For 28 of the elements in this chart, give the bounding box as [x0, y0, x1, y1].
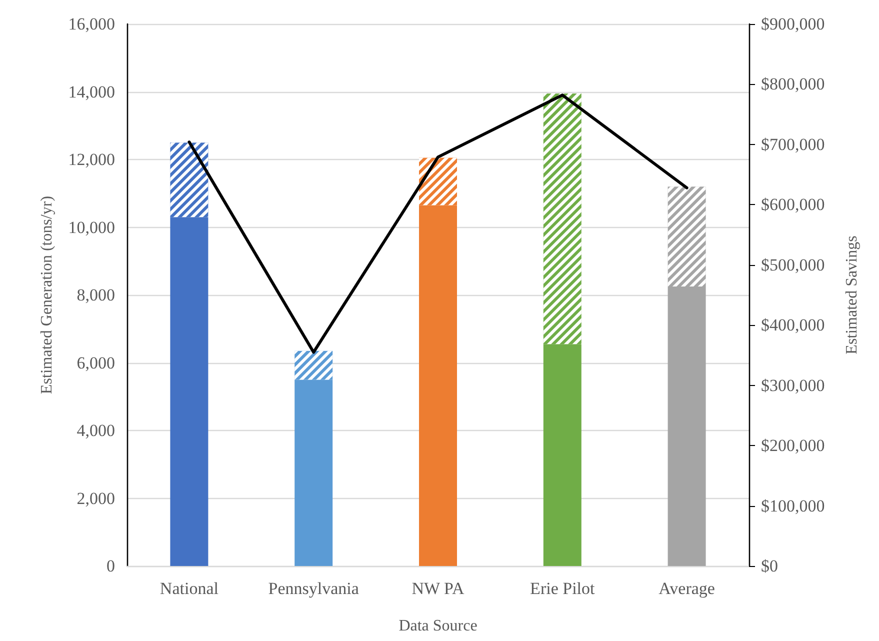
x-tick-label: Erie Pilot: [530, 579, 596, 598]
y2-tick-label: $900,000: [761, 14, 825, 34]
y-tick-label: 6,000: [76, 353, 115, 372]
y-tick-label: 12,000: [68, 150, 115, 169]
x-tick-label: Pennsylvania: [268, 579, 360, 598]
y2-tick-label: $200,000: [761, 436, 825, 456]
y2-tick-label: $0: [761, 556, 778, 576]
y-tick-label: 14,000: [68, 82, 115, 102]
y-axis-title: Estimated Generation (tons/yr): [38, 196, 56, 394]
y-tick-label: 16,000: [68, 14, 115, 34]
x-axis-title: Data Source: [398, 618, 478, 634]
y-tick-label: 8,000: [76, 286, 115, 304]
y2-tick-label: $800,000: [761, 74, 825, 94]
y2-tick-label: $700,000: [761, 134, 825, 154]
y2-tick-label: $600,000: [761, 195, 825, 214]
y2-tick-label: $300,000: [761, 376, 825, 395]
y-tick-label: 0: [106, 556, 115, 576]
y2-axis-title: Estimated Savings: [844, 236, 860, 354]
y2-tick-label: $400,000: [761, 316, 825, 335]
line-series: [188, 94, 688, 354]
y-tick-label: 4,000: [76, 421, 115, 440]
y2-tick-label: $500,000: [761, 255, 825, 274]
x-tick-label: NW PA: [412, 579, 465, 598]
x-tick-label: Average: [658, 579, 715, 598]
y2-tick-label: $100,000: [761, 496, 825, 516]
x-tick-label: National: [160, 579, 219, 598]
y-tick-label: 2,000: [76, 488, 115, 508]
y-tick-label: 10,000: [68, 218, 115, 237]
